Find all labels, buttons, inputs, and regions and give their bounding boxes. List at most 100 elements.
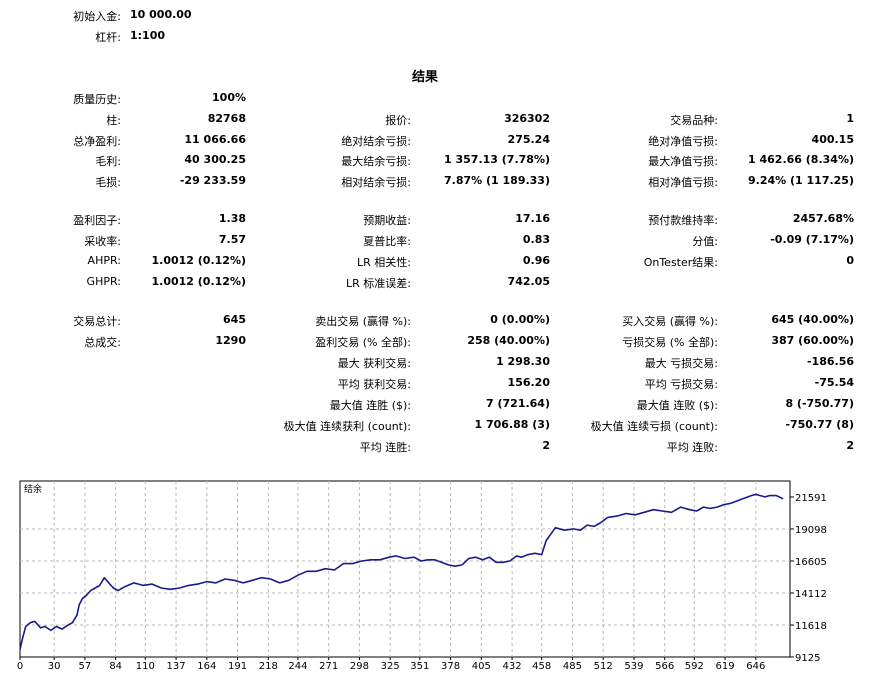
col2-row-13-label: 极大值 连续获利 (count): [283,420,411,433]
col2-row-7-label: LR 标准误差: [346,277,411,290]
col3-row-0-label: 交易品种: [670,114,718,127]
col1-row-6-value: 7.57 [218,233,246,246]
col1-row-8-label: GHPR: [86,275,121,288]
x-tick-label: 57 [79,661,92,672]
col3-row-2-value: 1 462.66 (8.34%) [748,153,854,166]
y-tick-label: 19098 [795,525,827,536]
col2-row-8-value: 0 (0.00%) [490,313,550,326]
leverage-label: 杠杆: [95,31,121,44]
col3-row-1-label: 绝对净值亏损: [648,135,718,148]
col1-row-7-value: 1.0012 (0.12%) [151,254,247,267]
col3-row-5-label: 分值: [692,235,718,248]
col2-row-12-value: 7 (721.64) [486,397,550,410]
x-tick-label: 458 [532,661,551,672]
col2-row-4-label: 预期收益: [363,214,411,227]
col3-row-9-label: 最大 亏损交易: [644,357,718,370]
col3-row-6-value: 0 [846,254,854,267]
x-tick-label: 566 [655,661,674,672]
x-tick-label: 218 [259,661,278,672]
col3-row-6-label: OnTester结果: [643,256,718,269]
col3-row-12-label: 极大值 连续亏损 (count): [590,420,718,433]
x-tick-label: 110 [136,661,155,672]
col2-row-2-value: 1 357.13 (7.78%) [444,153,550,166]
col2-row-9-value: 258 (40.00%) [467,334,550,347]
col3-row-11-label: 最大值 连败 ($): [636,399,718,412]
col2-row-13-value: 1 706.88 (3) [474,418,550,431]
y-tick-label: 21591 [795,493,827,504]
col2-row-9-label: 盈利交易 (% 全部): [315,336,411,349]
col3-row-13-value: 2 [846,439,854,452]
col3-row-3-label: 相对净值亏损: [648,176,718,189]
col1-row-4-label: 毛损: [95,176,121,189]
col2-row-6-label: LR 相关性: [357,256,411,269]
x-tick-label: 30 [48,661,61,672]
col3-row-7-label: 买入交易 (赢得 %): [622,315,718,328]
x-tick-label: 271 [319,661,338,672]
x-tick-label: 137 [167,661,186,672]
initial-deposit-label: 初始入金: [73,10,121,23]
col3-row-1-value: 400.15 [811,133,854,146]
col2-row-5-value: 0.83 [522,233,550,246]
col2-row-8-label: 卖出交易 (赢得 %): [315,315,411,328]
col1-row-9-label: 交易总计: [73,315,121,328]
col3-row-9-value: -186.56 [806,355,854,368]
x-tick-label: 298 [350,661,369,672]
col1-row-7-label: AHPR: [87,254,121,267]
col1-row-5-value: 1.38 [218,212,246,225]
col3-row-2-label: 最大净值亏损: [648,155,718,168]
x-tick-label: 0 [17,661,23,672]
y-tick-label: 14112 [795,589,827,600]
chart-title: 结余 [24,483,42,495]
col2-row-10-value: 1 298.30 [496,355,550,368]
col3-row-3-value: 9.24% (1 117.25) [748,174,854,187]
x-tick-label: 432 [503,661,522,672]
col3-row-8-label: 亏损交易 (% 全部): [622,336,718,349]
col1-row-1-value: 82768 [207,112,246,125]
y-tick-label: 11618 [795,621,827,632]
col2-row-0-label: 报价: [385,114,411,127]
x-tick-label: 84 [109,661,122,672]
col2-row-5-label: 夏普比率: [363,235,411,248]
col3-row-0-value: 1 [846,112,854,125]
col1-row-3-value: 40 300.25 [184,153,246,166]
col1-row-5-label: 盈利因子: [73,214,121,227]
x-tick-label: 619 [716,661,735,672]
col2-row-1-label: 绝对结余亏损: [341,135,411,148]
col3-row-5-value: -0.09 (7.17%) [770,233,854,246]
x-tick-label: 325 [381,661,400,672]
x-tick-label: 378 [441,661,460,672]
col2-row-11-value: 156.20 [507,376,550,389]
x-tick-label: 592 [685,661,704,672]
col2-row-2-label: 最大结余亏损: [341,155,411,168]
col2-row-10-label: 最大 获利交易: [337,357,411,370]
x-tick-label: 405 [472,661,491,672]
col2-row-14-label: 平均 连胜: [359,441,411,454]
col3-row-13-label: 平均 连败: [666,441,718,454]
x-tick-label: 646 [746,661,765,672]
balance-line [19,493,784,650]
leverage-value: 1:100 [130,29,166,42]
col1-row-2-value: 11 066.66 [184,133,246,146]
col1-row-0-value: 100% [212,91,246,104]
col1-row-6-label: 采收率: [84,235,121,248]
x-tick-label: 512 [594,661,613,672]
x-tick-label: 539 [624,661,643,672]
col1-row-3-label: 毛利: [95,155,121,168]
col3-row-8-value: 387 (60.00%) [771,334,854,347]
x-tick-label: 191 [228,661,247,672]
chart-frame [19,480,791,658]
y-tick-label: 9125 [795,653,820,664]
col1-row-9-value: 645 [223,313,246,326]
col2-row-4-value: 17.16 [515,212,550,225]
col2-row-11-label: 平均 获利交易: [337,378,411,391]
col3-row-12-value: -750.77 (8) [785,418,854,431]
col2-row-7-value: 742.05 [507,275,550,288]
col1-row-4-value: -29 233.59 [179,174,246,187]
col3-row-4-value: 2457.68% [792,212,854,225]
y-tick-label: 16605 [795,557,827,568]
col3-row-10-value: -75.54 [814,376,854,389]
col3-row-7-value: 645 (40.00%) [771,313,854,326]
col2-row-0-value: 326302 [504,112,550,125]
x-tick-label: 351 [410,661,429,672]
